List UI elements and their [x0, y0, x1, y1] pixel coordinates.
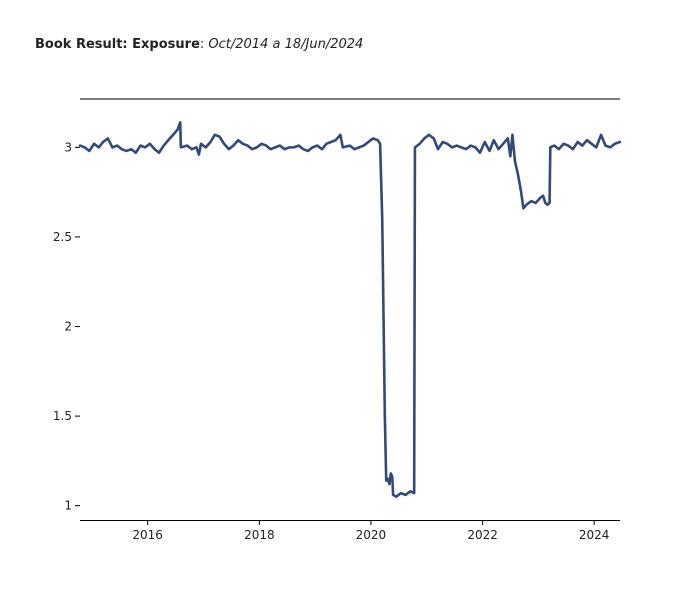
chart-title: Book Result: Exposure: Oct/2014 a 18/Jun…	[35, 37, 363, 52]
x-axis-ticks: 2016 2018 2020 2022 2024	[132, 520, 609, 542]
y-tick-label: 3	[64, 140, 72, 154]
y-tick-label: 2.5	[53, 230, 72, 244]
x-tick-label: 2024	[579, 528, 610, 542]
x-tick-label: 2020	[356, 528, 387, 542]
y-tick-label: 1.5	[53, 409, 72, 423]
chart-title-bold: Book Result: Exposure	[35, 37, 200, 52]
y-tick-label: 2	[64, 320, 72, 334]
y-axis-ticks: 1 1.5 2 2.5 3	[53, 140, 80, 513]
chart-title-range: Oct/2014 a 18/Jun/2024	[208, 37, 364, 52]
chart-title-separator: :	[199, 37, 209, 52]
x-tick-label: 2016	[132, 528, 163, 542]
x-tick-label: 2022	[467, 528, 498, 542]
x-tick-label: 2018	[244, 528, 275, 542]
series-line	[78, 120, 622, 499]
y-tick-label: 1	[64, 499, 72, 513]
